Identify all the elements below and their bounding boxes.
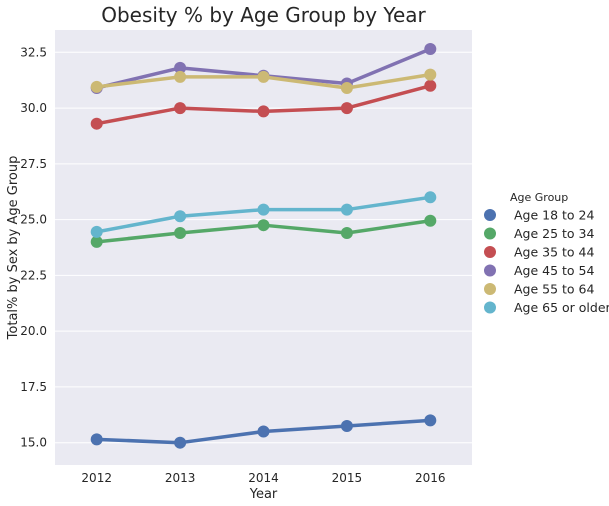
legend-marker — [484, 283, 496, 295]
series-age-35-to-44 — [90, 79, 437, 130]
legend-label: Age 65 or older — [514, 300, 609, 315]
series-age-25-to-34 — [90, 214, 437, 248]
x-axis-label: Year — [249, 487, 278, 502]
data-point — [424, 414, 437, 427]
x-tick-label: 2012 — [81, 471, 112, 485]
legend-marker — [484, 264, 496, 277]
y-tick-label: 25.0 — [20, 213, 47, 227]
data-point — [90, 117, 103, 130]
x-tick-label: 2015 — [332, 471, 363, 485]
data-point — [340, 227, 353, 239]
y-tick-label: 27.5 — [20, 157, 47, 171]
data-point — [90, 433, 103, 446]
y-tick-label: 22.5 — [20, 268, 47, 282]
x-tick-label: 2014 — [248, 471, 279, 485]
data-point — [424, 42, 437, 55]
y-axis-ticks: 15.0 17.5 20.0 22.5 25.0 27.5 30.0 32.5 — [20, 45, 47, 449]
data-point — [174, 102, 187, 115]
series-age-18-to-24 — [90, 414, 437, 449]
data-point — [257, 425, 270, 438]
legend-label: Age 45 to 54 — [514, 263, 595, 278]
y-tick-label: 15.0 — [20, 436, 47, 450]
data-point — [174, 227, 187, 239]
y-axis-label: Total% by Sex by Age Group — [6, 156, 21, 341]
chart-title: Obesity % by Age Group by Year — [101, 3, 426, 27]
data-point — [174, 61, 187, 74]
legend-marker — [484, 227, 496, 240]
series-age-55-to-64 — [90, 68, 437, 94]
legend-item: Age 65 or older — [484, 300, 609, 315]
legend-item: Age 55 to 64 — [484, 282, 595, 297]
data-point — [424, 79, 437, 92]
x-tick-label: 2013 — [165, 471, 196, 485]
y-tick-label: 17.5 — [20, 380, 47, 394]
legend-label: Age 18 to 24 — [514, 208, 595, 223]
data-point — [424, 68, 437, 81]
x-axis-ticks: 2012 2013 2014 2015 2016 — [81, 471, 445, 485]
data-point — [174, 210, 187, 223]
data-point — [257, 219, 270, 232]
series-group — [90, 42, 437, 449]
x-tick-label: 2016 — [415, 471, 446, 485]
data-point — [257, 105, 270, 118]
legend-item: Age 18 to 24 — [484, 208, 595, 223]
legend-label: Age 35 to 44 — [514, 245, 595, 260]
data-point — [424, 191, 437, 204]
plot-area — [55, 30, 472, 465]
data-point — [340, 203, 353, 216]
legend-label: Age 25 to 34 — [514, 226, 595, 241]
legend: Age Group Age 18 to 24 Age 25 to 34 Age 35… — [484, 191, 609, 315]
legend-marker — [484, 209, 496, 221]
legend-title: Age Group — [510, 191, 568, 204]
y-tick-label: 30.0 — [20, 101, 47, 115]
data-point — [257, 70, 270, 83]
data-point — [257, 203, 270, 216]
legend-marker — [484, 301, 496, 314]
data-point — [90, 235, 103, 248]
legend-marker — [484, 246, 496, 258]
data-point — [174, 70, 187, 83]
legend-item: Age 35 to 44 — [484, 245, 595, 260]
legend-item: Age 45 to 54 — [484, 263, 595, 278]
data-point — [90, 225, 103, 238]
y-tick-label: 32.5 — [20, 45, 47, 59]
data-point — [340, 419, 353, 432]
data-point — [424, 214, 437, 227]
data-point — [340, 82, 353, 94]
legend-label: Age 55 to 64 — [514, 282, 595, 297]
legend-item: Age 25 to 34 — [484, 226, 595, 241]
data-point — [90, 80, 103, 93]
data-point — [340, 102, 353, 115]
y-tick-label: 20.0 — [20, 324, 47, 338]
series-age-65-or-older — [90, 191, 437, 238]
data-point — [174, 436, 187, 449]
